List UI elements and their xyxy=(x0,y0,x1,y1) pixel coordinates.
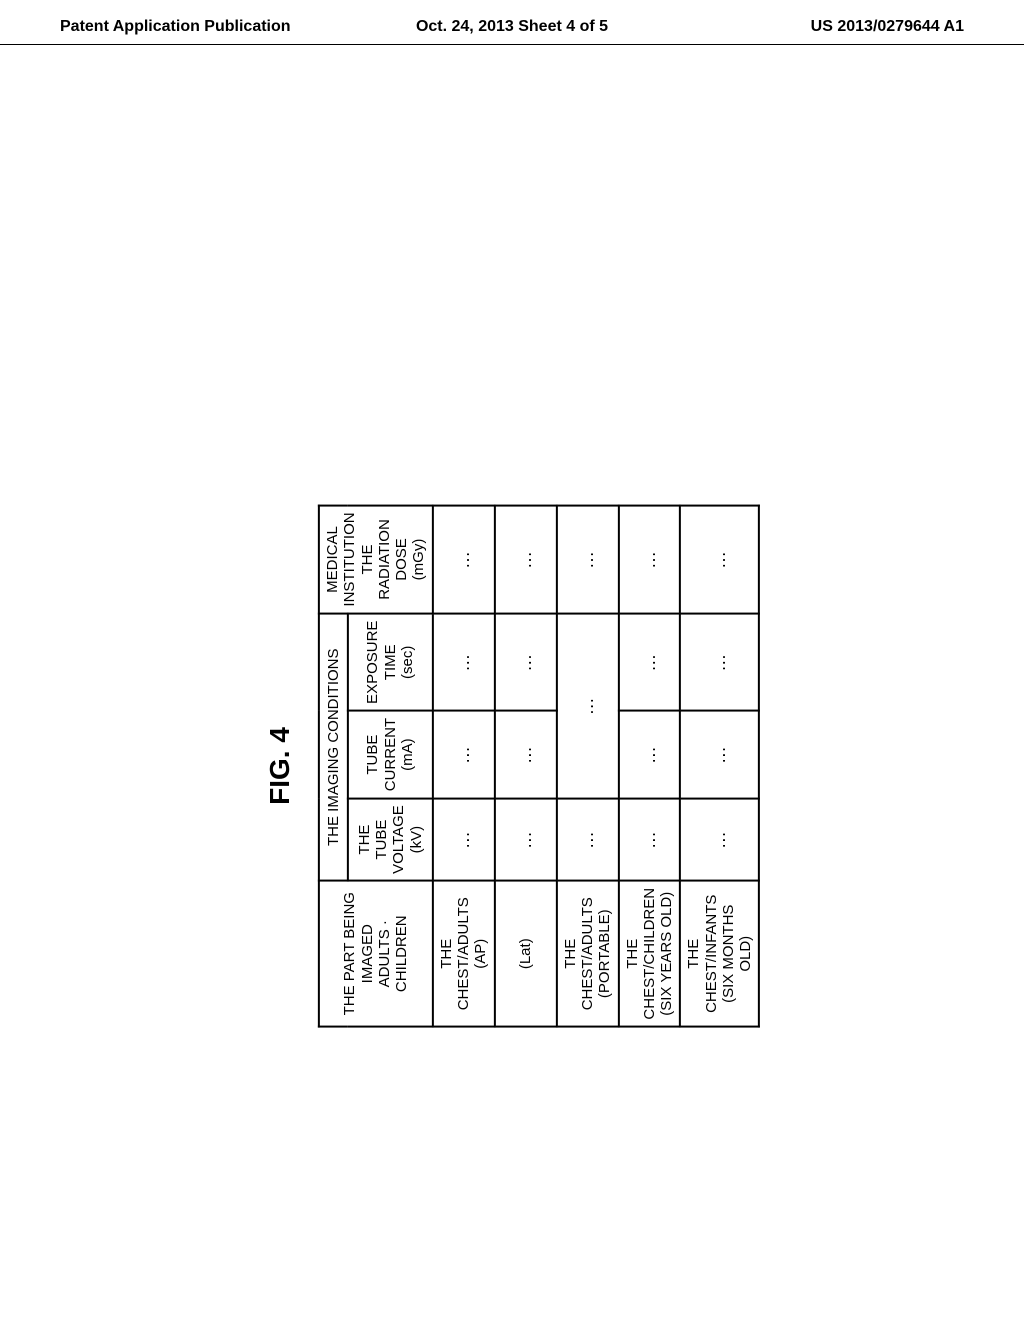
header-right-text: US 2013/0279644 A1 xyxy=(663,18,964,36)
header-tube-voltage: THE TUBE VOLTAGE(kV) xyxy=(348,798,432,881)
row-dose: … xyxy=(556,505,618,613)
row-dose: … xyxy=(618,505,680,613)
row-voltage: … xyxy=(556,798,618,881)
row-merged-mid: … xyxy=(556,613,618,798)
header-exposure-time: EXPOSURE TIME(sec) xyxy=(348,613,432,710)
row-exposure: … xyxy=(494,613,556,710)
row-dose: … xyxy=(494,505,556,613)
row-current: … xyxy=(432,711,494,798)
row-voltage: … xyxy=(494,798,556,881)
figure-label: FIG. 4 xyxy=(264,504,296,1027)
row-voltage: … xyxy=(618,798,680,881)
header-imaging-conditions: THE IMAGING CONDITIONS xyxy=(319,613,348,880)
row-part: THE CHEST/CHILDREN(SIX YEARS OLD) xyxy=(618,880,680,1026)
header-left-text: Patent Application Publication xyxy=(60,18,361,36)
row-current: … xyxy=(680,711,759,798)
row-part: (Lat) xyxy=(494,880,556,1026)
row-exposure: … xyxy=(680,613,759,710)
header-tube-current: TUBE CURRENT(mA) xyxy=(348,711,432,798)
header-dose: MEDICAL INSTITUTIONTHE RADIATION DOSE(mG… xyxy=(319,505,433,613)
row-part: THE CHEST/INFANTS(SIX MONTHS OLD) xyxy=(680,880,759,1026)
row-current: … xyxy=(618,711,680,798)
row-exposure: … xyxy=(432,613,494,710)
row-exposure: … xyxy=(618,613,680,710)
row-part: THE CHEST/ADULTS(AP) xyxy=(432,880,494,1026)
header-center-text: Oct. 24, 2013 Sheet 4 of 5 xyxy=(361,18,662,36)
page-header: Patent Application Publication Oct. 24, … xyxy=(0,0,1024,45)
data-table: THE PART BEING IMAGEDADULTS · CHILDREN T… xyxy=(318,504,760,1027)
row-voltage: … xyxy=(680,798,759,881)
row-current: … xyxy=(494,711,556,798)
row-dose: … xyxy=(432,505,494,613)
figure-container: FIG. 4 THE PART BEING IMAGEDADULTS · CHI… xyxy=(264,504,760,1027)
header-part: THE PART BEING IMAGEDADULTS · CHILDREN xyxy=(319,880,433,1026)
row-part: THE CHEST/ADULTS(PORTABLE) xyxy=(556,880,618,1026)
row-voltage: … xyxy=(432,798,494,881)
row-dose: … xyxy=(680,505,759,613)
